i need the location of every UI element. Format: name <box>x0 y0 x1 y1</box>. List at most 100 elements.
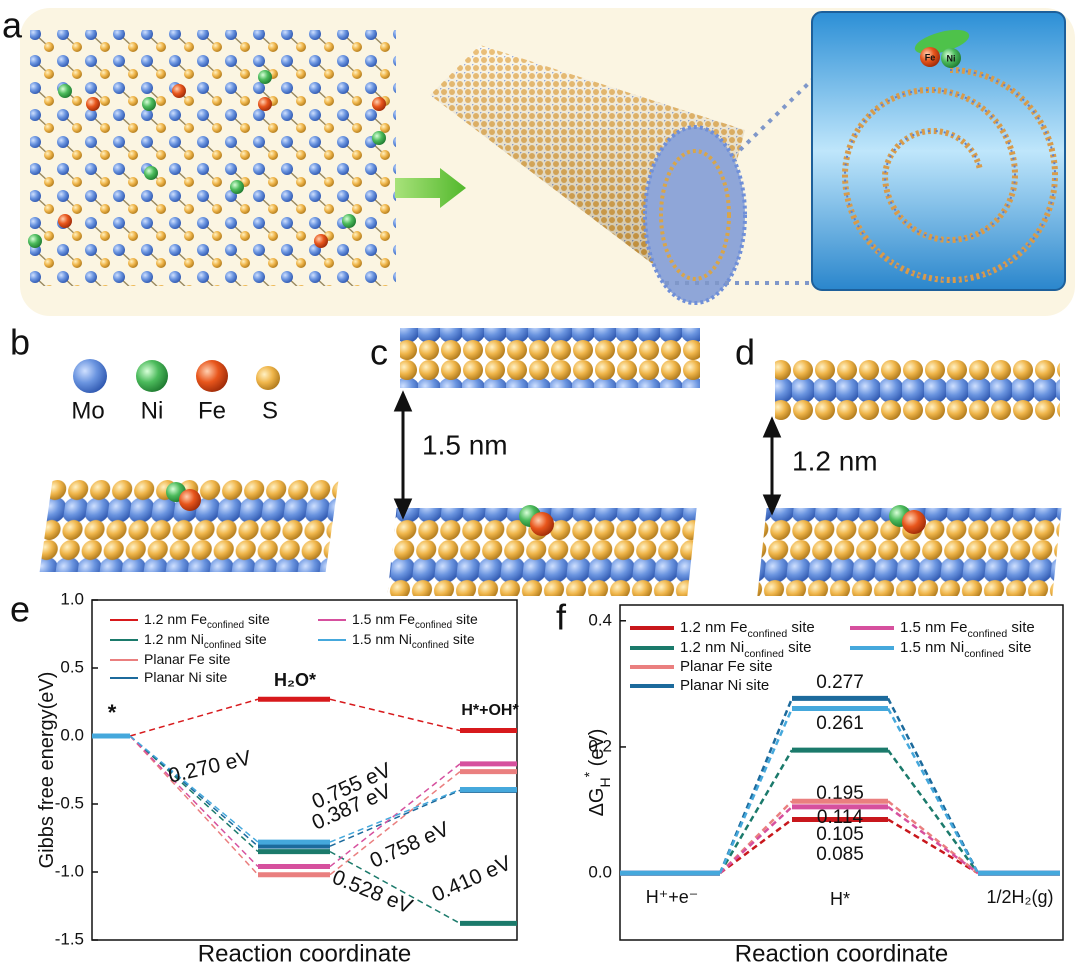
legend-label: Mo <box>71 397 104 424</box>
x-axis-label: Reaction coordinate <box>198 940 411 967</box>
connector <box>129 735 259 876</box>
legend-label: 1.2 nm Feconfined site <box>680 619 815 640</box>
panel-label: e <box>10 589 30 630</box>
fe-atom <box>196 360 228 392</box>
y-tick-label: 0.4 <box>588 610 612 629</box>
slab <box>775 360 1060 420</box>
state-label: * <box>108 700 117 725</box>
legend-label-part: Planar Ni site <box>144 669 227 685</box>
legend-label: 1.2 nm Niconfined site <box>144 631 267 651</box>
state-label: H* <box>830 889 850 909</box>
legend-label-part: site <box>787 619 815 636</box>
connector <box>129 735 259 868</box>
legend-label-part: site <box>244 611 270 627</box>
data-label: 0.114 <box>817 807 864 828</box>
legend-label-part: confined <box>964 648 1004 660</box>
x-axis-label: Reaction coordinate <box>735 940 948 967</box>
y-tick-label: -1.5 <box>55 929 84 948</box>
legend-label: Planar Ni site <box>144 669 227 685</box>
legend-label-part: site <box>452 611 478 627</box>
y-axis-label-part: (eV) <box>586 729 608 772</box>
spacing-label: 1.2 nm <box>792 445 878 476</box>
legend-label: Planar Fe site <box>144 651 231 667</box>
legend-label-part: 1.2 nm Ni <box>144 631 204 647</box>
y-axis-label: Gibbs free energy(eV) <box>36 672 58 869</box>
state-label: H*+OH* <box>461 702 519 719</box>
plot-frame <box>619 604 1064 941</box>
annotation: 0.270 eV <box>166 746 253 787</box>
legend-label-part: 1.5 nm Fe <box>352 611 415 627</box>
data-label: 0.085 <box>816 844 864 865</box>
site-label: Fe <box>925 52 936 62</box>
panel-label: d <box>735 332 755 373</box>
site-label: Ni <box>947 53 956 63</box>
dopant <box>530 512 554 536</box>
y-tick-label: -1.0 <box>55 861 84 880</box>
connector <box>129 735 259 843</box>
connector <box>129 735 259 853</box>
legend-label: 1.2 nm Feconfined site <box>144 611 270 631</box>
legend-label: S <box>262 397 278 424</box>
legend-label-part: confined <box>744 648 784 660</box>
zoom-line <box>738 78 814 152</box>
mo-atom <box>73 359 107 393</box>
lattice-sheet <box>30 30 396 286</box>
legend-label-part: site <box>449 631 475 647</box>
connector <box>719 818 793 875</box>
dopant <box>902 510 926 534</box>
slab <box>757 508 1062 596</box>
annotation: 0.410 eV <box>429 852 515 907</box>
connector <box>887 805 979 875</box>
dopant <box>179 489 201 511</box>
connector <box>887 818 979 875</box>
connector <box>329 788 461 843</box>
y-tick-label: 0.0 <box>588 863 612 882</box>
legend-label-part: 1.5 nm Fe <box>900 619 968 636</box>
data-label: 0.105 <box>816 824 864 845</box>
connector <box>886 707 980 874</box>
y-tick-label: 0.5 <box>60 657 84 676</box>
y-tick-label: 1.0 <box>60 589 84 608</box>
legend-label: 1.5 nm Feconfined site <box>900 619 1035 640</box>
figure-texts: a b c d e f Mo Ni Fe S 1.5 nm 1.2 nm Fe … <box>2 5 956 638</box>
annotation: 0.528 eV <box>329 866 416 919</box>
legend-label-part: Planar Ni site <box>680 677 769 694</box>
legend-label-part: confined <box>412 640 449 651</box>
connector <box>129 698 259 737</box>
legend-label-part: confined <box>204 640 241 651</box>
legend-label-part: 1.5 nm Ni <box>352 631 412 647</box>
panel-label: c <box>370 332 388 373</box>
y-axis-label-part: * <box>581 771 597 777</box>
legend-label: 1.2 nm Niconfined site <box>680 639 811 660</box>
slab <box>387 508 697 596</box>
connector <box>719 805 793 875</box>
legend-label-part: 1.2 nm Fe <box>680 619 748 636</box>
legend-label-part: site <box>1007 619 1035 636</box>
state-label: H⁺+e⁻ <box>646 887 699 907</box>
legend-label-part: 1.2 nm Fe <box>144 611 207 627</box>
y-tick-label: 0.2 <box>588 736 612 755</box>
legend-label-part: site <box>1004 639 1032 656</box>
annotation: 0.758 eV <box>367 818 453 873</box>
spacing-label: 1.5 nm <box>422 429 508 460</box>
legend-label-part: confined <box>968 628 1008 640</box>
connector <box>718 707 794 874</box>
legend-label: 1.5 nm Niconfined site <box>352 631 475 651</box>
nanoscroll <box>430 45 747 305</box>
panel-label: f <box>556 597 567 638</box>
connector <box>329 698 461 732</box>
legend-label-part: 1.5 nm Ni <box>900 639 964 656</box>
legend-label-part: confined <box>415 620 452 631</box>
y-tick-label: -0.5 <box>55 793 84 812</box>
connector <box>329 789 461 847</box>
connector <box>886 749 980 874</box>
y-axis-label-part: H <box>597 777 613 787</box>
legend-label: Ni <box>141 397 164 424</box>
spacing-arrows <box>393 390 782 520</box>
state-label: H₂O* <box>274 670 316 690</box>
connector <box>718 749 794 874</box>
legend-label-part: site <box>241 631 267 647</box>
legend-label: Fe <box>198 397 226 424</box>
dopant-atoms <box>28 70 386 248</box>
